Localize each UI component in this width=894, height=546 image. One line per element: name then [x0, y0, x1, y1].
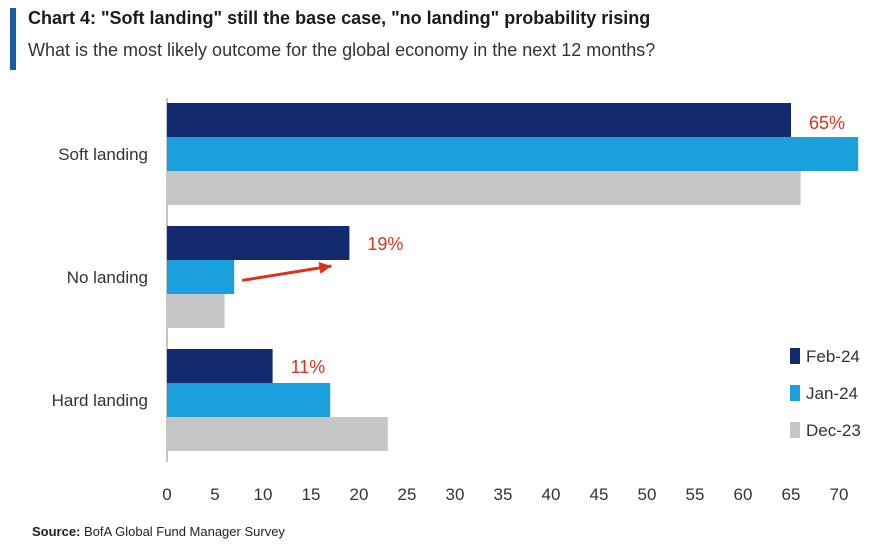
legend-label-jan-24: Jan-24 [806, 384, 858, 403]
source-text: BofA Global Fund Manager Survey [84, 524, 285, 539]
source-note: Source: BofA Global Fund Manager Survey [32, 524, 285, 539]
x-tick-label-70: 70 [830, 485, 849, 504]
bar-hard-landing-dec-23 [167, 417, 388, 451]
x-tick-label-45: 45 [590, 485, 609, 504]
chart-title: Chart 4: "Soft landing" still the base c… [28, 8, 651, 28]
legend-swatch-dec-23 [790, 422, 800, 438]
accent-bar [10, 8, 16, 70]
x-tick-label-30: 30 [446, 485, 465, 504]
trend-arrow-head [318, 261, 332, 274]
bar-hard-landing-feb-24 [167, 349, 273, 383]
x-tick-label-40: 40 [542, 485, 561, 504]
bar-no-landing-feb-24 [167, 226, 350, 260]
bar-no-landing-dec-23 [167, 294, 225, 328]
category-label-no-landing: No landing [67, 268, 148, 287]
bar-soft-landing-feb-24 [167, 103, 791, 137]
source-label: Source: [32, 524, 81, 539]
legend-swatch-jan-24 [790, 385, 800, 401]
chart-subtitle: What is the most likely outcome for the … [28, 40, 656, 60]
x-tick-label-0: 0 [162, 485, 171, 504]
data-label-no-landing: 19% [367, 234, 403, 254]
x-tick-label-5: 5 [210, 485, 219, 504]
category-label-soft-landing: Soft landing [58, 145, 148, 164]
legend-label-feb-24: Feb-24 [806, 347, 860, 366]
x-tick-label-25: 25 [398, 485, 417, 504]
x-tick-label-15: 15 [302, 485, 321, 504]
x-tick-label-20: 20 [350, 485, 369, 504]
trend-arrow-shaft [241, 264, 332, 282]
x-tick-label-55: 55 [686, 485, 705, 504]
x-tick-label-65: 65 [782, 485, 801, 504]
legend-swatch-feb-24 [790, 348, 800, 364]
x-tick-label-50: 50 [638, 485, 657, 504]
bar-soft-landing-jan-24 [167, 137, 859, 171]
x-tick-label-60: 60 [734, 485, 753, 504]
bar-hard-landing-jan-24 [167, 383, 331, 417]
legend-label-dec-23: Dec-23 [806, 421, 861, 440]
data-label-soft-landing: 65% [809, 113, 845, 133]
category-label-hard-landing: Hard landing [52, 391, 148, 410]
x-tick-label-35: 35 [494, 485, 513, 504]
bar-no-landing-jan-24 [167, 260, 235, 294]
x-tick-label-10: 10 [254, 485, 273, 504]
bar-soft-landing-dec-23 [167, 171, 801, 205]
data-label-hard-landing: 11% [291, 357, 326, 377]
